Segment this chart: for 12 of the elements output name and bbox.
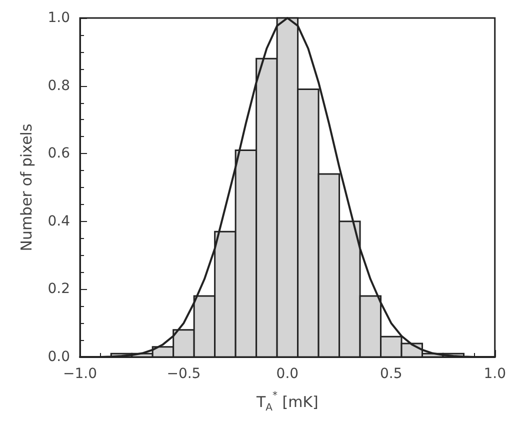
y-tick-label: 0.6: [48, 146, 70, 162]
y-tick-label: 0.0: [48, 349, 70, 365]
y-tick-label: 0.2: [48, 281, 70, 298]
x-tick-label: 0.0: [276, 366, 299, 382]
x-tick-label: 0.5: [380, 366, 402, 382]
y-tick-label: 0.4: [48, 213, 70, 230]
y-tick-label: 0.8: [48, 78, 70, 94]
y-tick-label: 1.0: [48, 10, 70, 26]
x-tick-label: 1.0: [484, 366, 506, 382]
y-axis-title: Number of pixels: [18, 124, 36, 252]
x-tick-label: −1.0: [63, 366, 97, 382]
x-tick-label: −0.5: [166, 366, 201, 382]
